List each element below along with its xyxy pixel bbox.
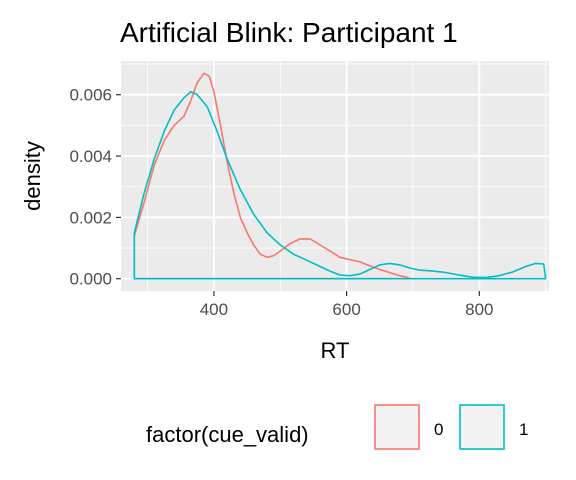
density-line-1	[133, 90, 547, 280]
y-tick-label: 0.006	[69, 86, 112, 105]
x-axis-title: RT	[321, 338, 350, 363]
plot-panel	[121, 61, 549, 291]
y-tick-label: 0.004	[69, 147, 112, 166]
legend-label-1: 1	[519, 420, 528, 439]
plot-title: Artificial Blink: Participant 1	[120, 17, 458, 48]
legend-label-0: 0	[434, 420, 443, 439]
axis-ticks: 400 600 800 0.000 0.002 0.004 0.006	[69, 86, 493, 319]
legend: factor(cue_valid) 0 1	[146, 404, 528, 450]
grid-lines	[121, 61, 549, 291]
legend-key-0	[374, 404, 420, 450]
x-tick-label: 800	[465, 300, 493, 319]
density-line-0	[133, 72, 412, 280]
density-series	[133, 72, 547, 280]
y-tick-label: 0.000	[69, 270, 112, 289]
legend-title: factor(cue_valid)	[146, 422, 309, 447]
x-tick-label: 400	[200, 300, 228, 319]
x-tick-label: 600	[332, 300, 360, 319]
y-axis-title: density	[20, 141, 45, 211]
y-tick-label: 0.002	[69, 208, 112, 227]
legend-key-1	[459, 404, 505, 450]
